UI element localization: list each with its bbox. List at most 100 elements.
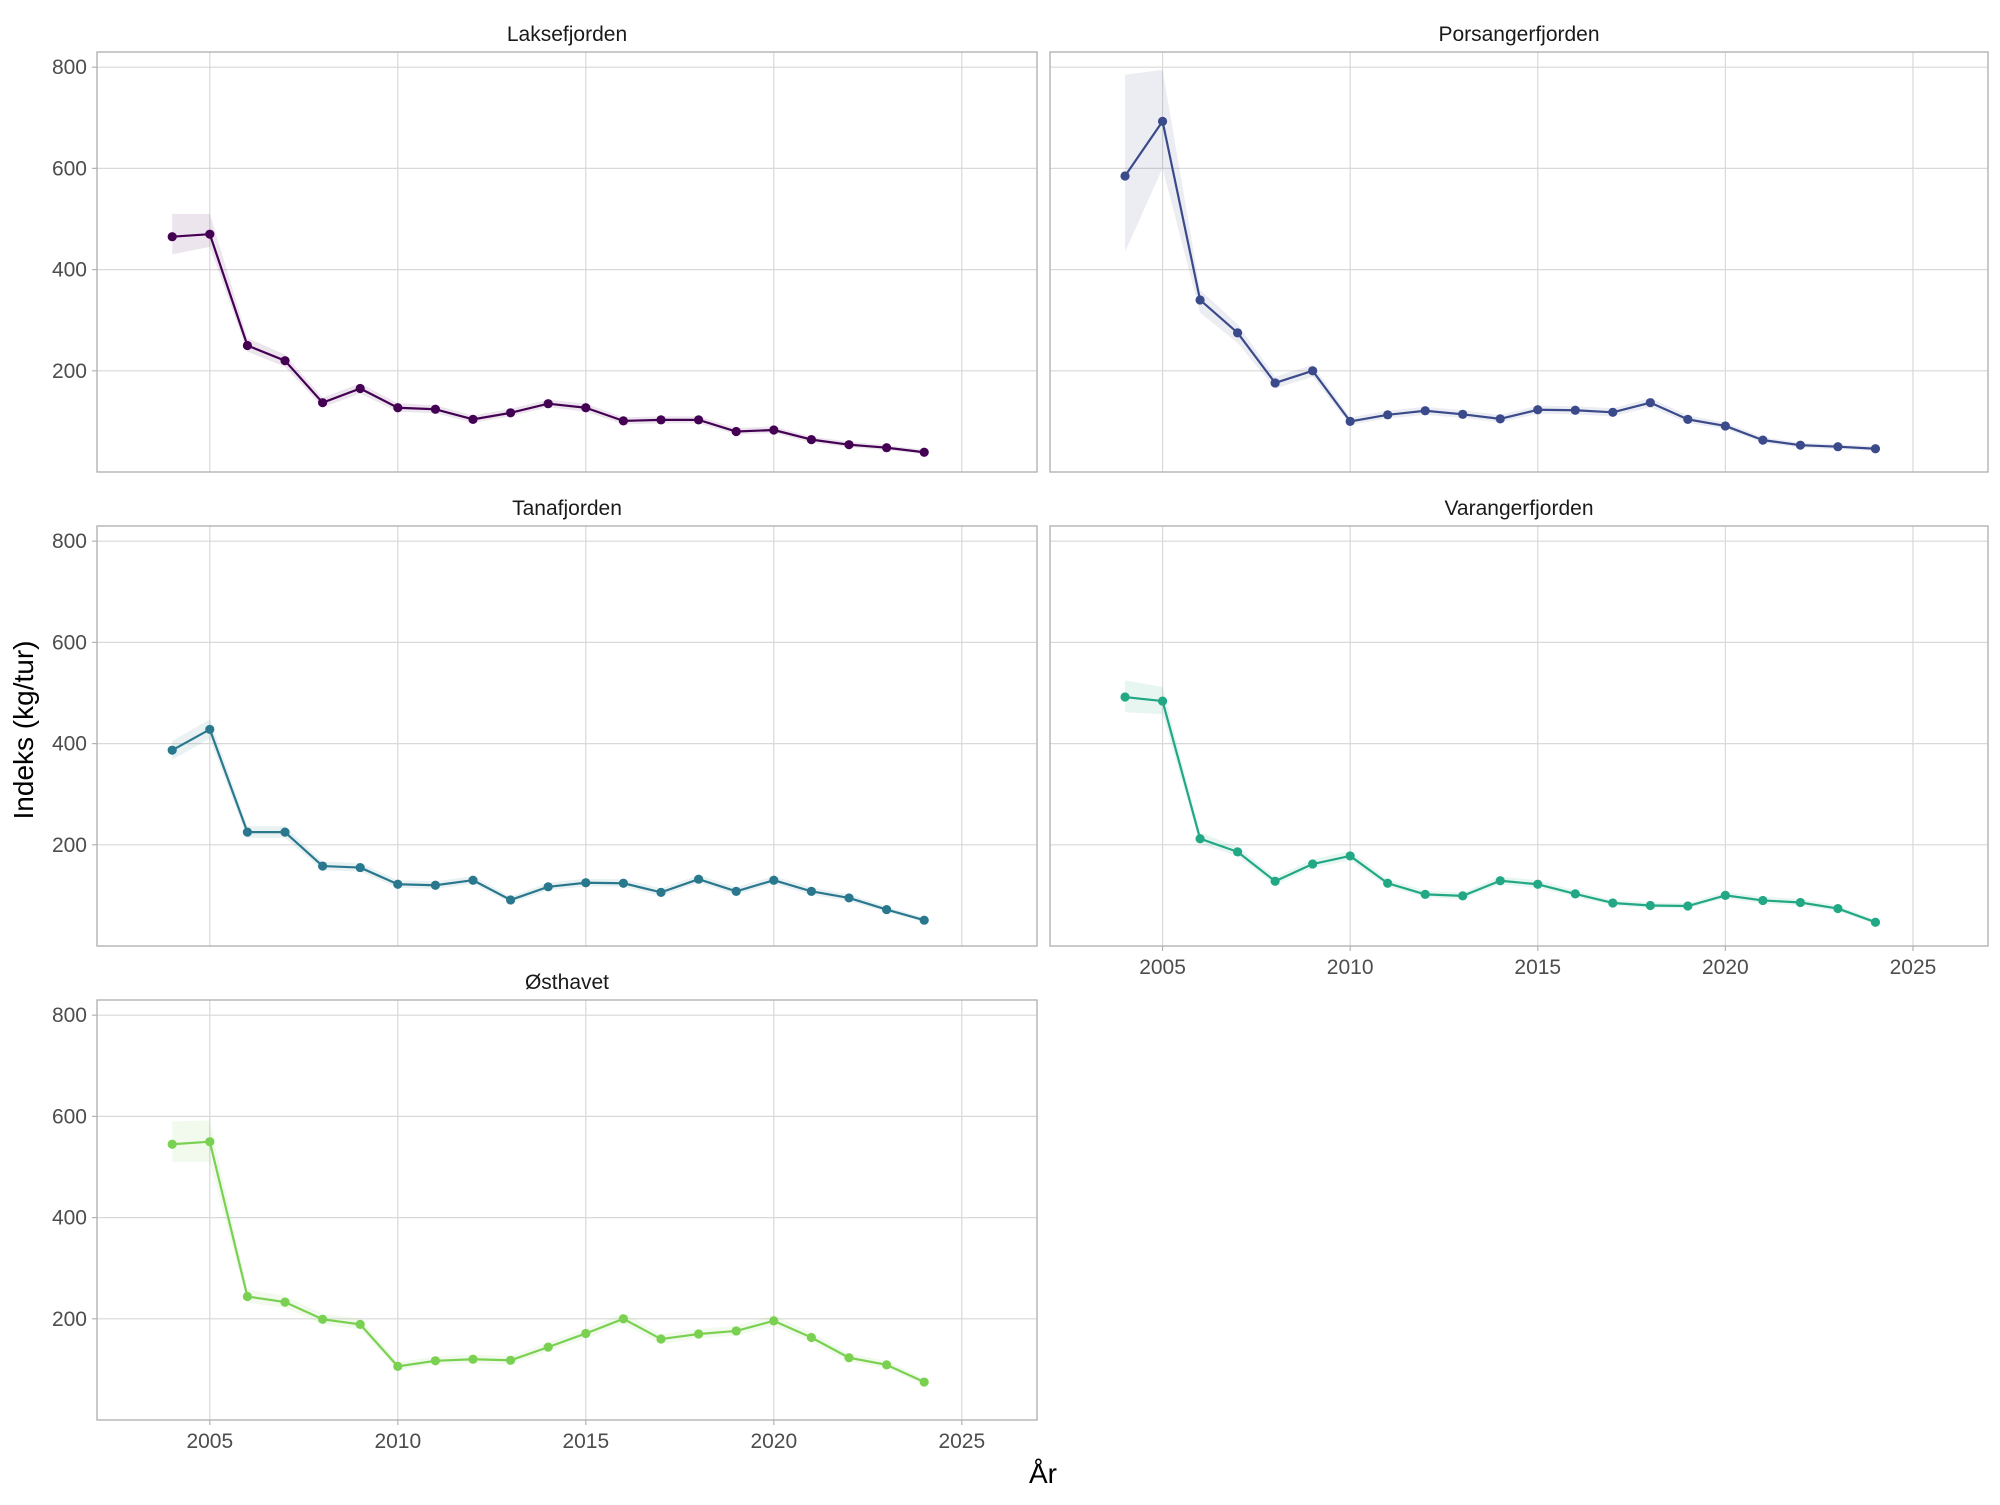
data-point (1120, 171, 1130, 181)
data-point (1720, 421, 1730, 431)
data-point (280, 356, 290, 366)
data-point (1157, 116, 1168, 126)
data-point (731, 426, 741, 437)
data-point (1870, 444, 1881, 454)
data-point (694, 415, 704, 425)
data-point (506, 1355, 516, 1365)
data-point (919, 1377, 929, 1387)
x-tick-label: 2020 (750, 1430, 797, 1453)
data-point (1383, 410, 1393, 420)
x-tick-label: 2020 (1702, 956, 1749, 979)
data-point (656, 415, 666, 425)
y-tick-label: 400 (52, 1207, 87, 1230)
data-point (167, 232, 177, 242)
data-point (543, 882, 553, 892)
data-point (844, 1353, 854, 1363)
data-point (694, 874, 704, 884)
data-point (1233, 847, 1243, 857)
x-tick-label: 2010 (374, 1430, 421, 1453)
data-point (205, 724, 215, 735)
data-point (318, 861, 328, 871)
panel-border (96, 51, 1038, 473)
data-point (280, 1297, 290, 1307)
y-tick-label: 400 (52, 259, 87, 282)
data-point (919, 447, 929, 457)
data-point (1195, 295, 1205, 305)
panel-background (1050, 52, 1988, 472)
panel-porsangerfjorden: Porsangerfjorden (1049, 23, 1989, 473)
x-axis-title: År (1029, 1458, 1057, 1489)
panel-border (96, 525, 1038, 947)
data-point (769, 1316, 779, 1326)
panel-østhavet: Østhavet 200 400 600 800 2005 2010 2015 2020 2025 (52, 971, 1038, 1453)
data-point (806, 1332, 817, 1343)
data-point (1495, 414, 1505, 424)
data-point (919, 915, 929, 925)
data-point (769, 875, 779, 885)
panel-background (97, 1000, 1037, 1420)
data-point (543, 399, 553, 409)
data-point (393, 879, 403, 889)
y-tick-label: 600 (52, 157, 87, 180)
data-point (430, 404, 440, 414)
data-point (656, 1334, 666, 1344)
data-point (468, 414, 478, 424)
data-point (1270, 876, 1280, 886)
data-point (1157, 696, 1168, 706)
x-tick-label: 2025 (938, 1430, 985, 1453)
data-point (1458, 409, 1468, 419)
data-point (393, 403, 403, 413)
data-point (1345, 416, 1355, 426)
data-point (1833, 903, 1843, 914)
data-point (468, 1354, 478, 1364)
data-point (1683, 901, 1693, 911)
y-tick-label: 600 (52, 1105, 87, 1128)
panel-border (1049, 525, 1989, 947)
data-point (318, 1314, 328, 1324)
y-tick-label: 200 (52, 360, 87, 383)
data-point (1195, 834, 1205, 844)
y-tick-label: 800 (52, 56, 87, 79)
data-point (1458, 891, 1468, 901)
y-axis-title: Indeks (kg/tur) (8, 641, 39, 820)
data-point (242, 827, 252, 837)
panel-title: Varangerfjorden (1444, 497, 1593, 520)
data-point (242, 1291, 252, 1302)
panel-title: Østhavet (525, 971, 609, 994)
data-point (1308, 859, 1318, 869)
data-point (355, 1319, 365, 1329)
panel-laksefjorden: Laksefjorden 200 400 600 800 (52, 23, 1038, 473)
data-point (1758, 895, 1768, 906)
data-point (1383, 878, 1393, 888)
data-point (844, 440, 854, 450)
data-point (1345, 851, 1355, 861)
panel-background (97, 52, 1037, 472)
data-point (205, 1137, 215, 1147)
data-point (618, 1314, 629, 1324)
data-point (1120, 692, 1130, 702)
data-point (1420, 889, 1430, 899)
data-point (844, 893, 854, 903)
data-point (430, 1356, 440, 1366)
data-point (1570, 889, 1580, 899)
panel-title: Porsangerfjorden (1438, 23, 1599, 46)
panel-tanafjorden: Tanafjorden 200 400 600 800 (52, 497, 1038, 947)
x-tick-label: 2015 (1514, 956, 1561, 979)
data-point (769, 425, 779, 435)
y-tick-label: 200 (52, 834, 87, 857)
data-point (1645, 398, 1655, 408)
y-tick-label: 800 (52, 530, 87, 553)
x-tick-label: 2025 (1890, 956, 1937, 979)
data-point (581, 403, 591, 413)
data-point (393, 1361, 403, 1371)
data-point (1645, 900, 1655, 911)
data-point (1495, 876, 1505, 886)
data-point (506, 408, 516, 418)
data-point (1533, 405, 1543, 415)
panel-background (97, 526, 1037, 946)
x-tick-label: 2005 (1139, 956, 1186, 979)
x-tick-label: 2005 (186, 1430, 233, 1453)
data-point (1608, 407, 1618, 417)
data-point (581, 1328, 591, 1339)
data-point (1720, 890, 1730, 900)
